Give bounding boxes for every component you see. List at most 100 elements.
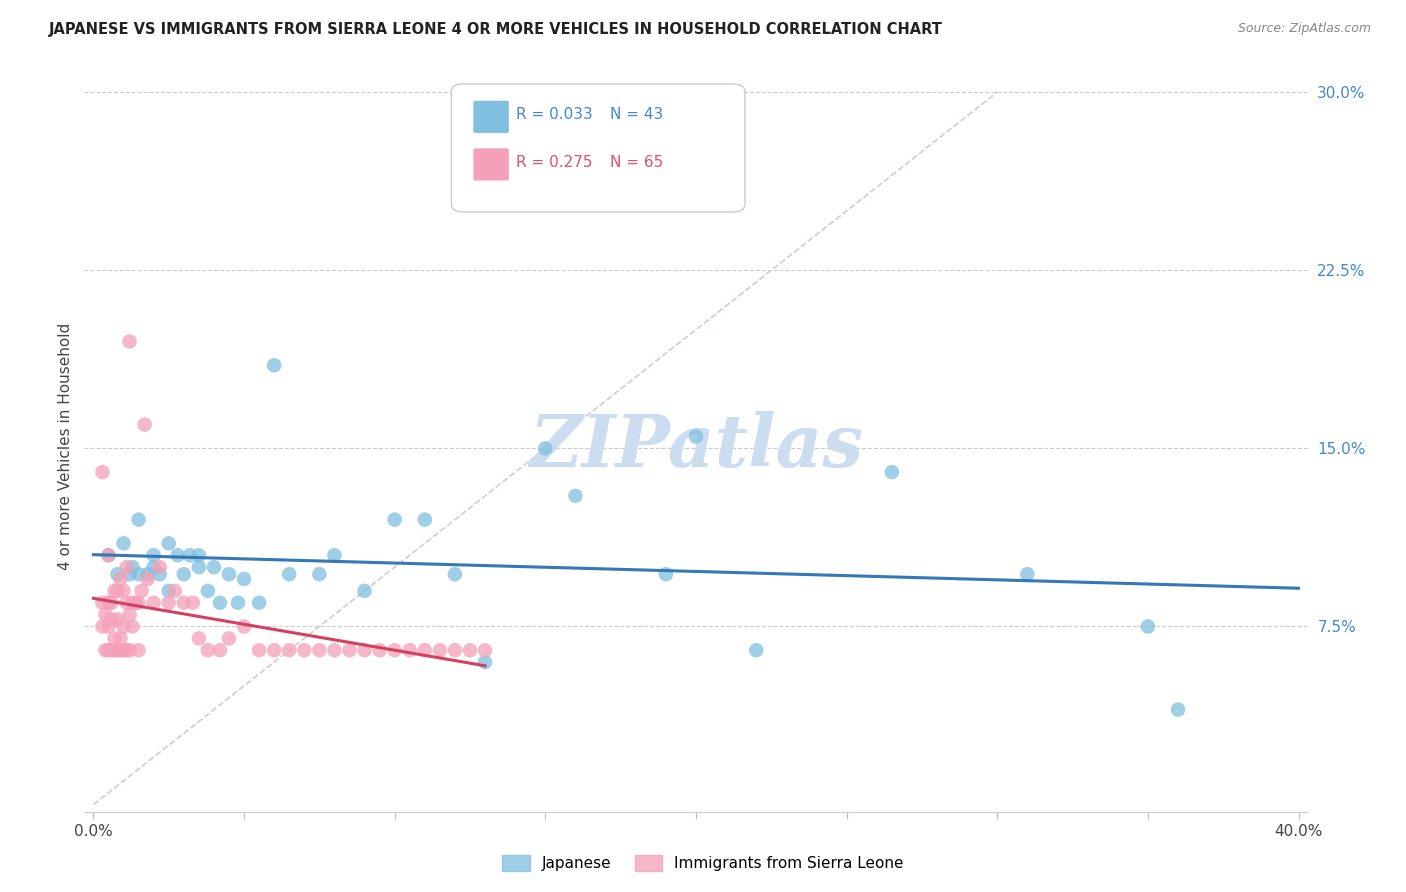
Point	[100, 596, 122, 610]
Point	[197, 643, 219, 657]
Point	[128, 596, 150, 610]
FancyBboxPatch shape	[474, 101, 509, 133]
Point	[157, 536, 180, 550]
Point	[187, 632, 209, 646]
Point	[97, 643, 120, 657]
Point	[247, 596, 270, 610]
Point	[218, 567, 240, 582]
Point	[263, 643, 285, 657]
Point	[115, 643, 138, 657]
Point	[107, 643, 129, 657]
Point	[181, 596, 204, 610]
Point	[208, 596, 231, 610]
FancyBboxPatch shape	[451, 84, 745, 212]
Y-axis label: 4 or more Vehicles in Household: 4 or more Vehicles in Household	[58, 322, 73, 570]
Point	[444, 643, 467, 657]
Point	[429, 643, 451, 657]
Point	[112, 583, 135, 598]
Point	[115, 596, 138, 610]
Point	[323, 643, 346, 657]
Point	[107, 567, 129, 582]
Point	[353, 643, 375, 657]
Point	[107, 583, 129, 598]
Point	[134, 417, 156, 432]
Point	[118, 567, 141, 582]
Text: N = 65: N = 65	[610, 154, 664, 169]
Point	[100, 643, 122, 657]
Point	[384, 643, 406, 657]
Point	[308, 643, 330, 657]
Point	[112, 619, 135, 633]
Point	[308, 567, 330, 582]
Point	[136, 572, 159, 586]
Point	[166, 548, 188, 562]
Point	[278, 567, 301, 582]
Text: R = 0.033: R = 0.033	[516, 107, 593, 122]
Point	[121, 560, 143, 574]
Point	[368, 643, 391, 657]
Point	[292, 643, 315, 657]
Point	[128, 567, 150, 582]
Point	[136, 567, 159, 582]
Point	[202, 560, 225, 574]
Point	[149, 567, 172, 582]
Point	[474, 643, 496, 657]
Point	[384, 513, 406, 527]
Point	[263, 358, 285, 372]
Point	[1136, 619, 1159, 633]
Legend: Japanese, Immigrants from Sierra Leone: Japanese, Immigrants from Sierra Leone	[496, 849, 910, 877]
Point	[208, 643, 231, 657]
Point	[323, 548, 346, 562]
Point	[97, 596, 120, 610]
Point	[97, 548, 120, 562]
Point	[91, 596, 114, 610]
Point	[149, 560, 172, 574]
Point	[685, 429, 707, 443]
Point	[474, 655, 496, 669]
Point	[398, 643, 420, 657]
Point	[112, 643, 135, 657]
Point	[103, 583, 125, 598]
Point	[94, 607, 117, 622]
Point	[880, 465, 903, 479]
Text: N = 43: N = 43	[610, 107, 664, 122]
Point	[110, 572, 132, 586]
Point	[1167, 703, 1189, 717]
Point	[110, 632, 132, 646]
Point	[121, 619, 143, 633]
Point	[94, 643, 117, 657]
Point	[112, 536, 135, 550]
Point	[163, 583, 186, 598]
Point	[128, 513, 150, 527]
Point	[124, 596, 146, 610]
Point	[173, 567, 195, 582]
Text: JAPANESE VS IMMIGRANTS FROM SIERRA LEONE 4 OR MORE VEHICLES IN HOUSEHOLD CORRELA: JAPANESE VS IMMIGRANTS FROM SIERRA LEONE…	[49, 22, 943, 37]
Point	[413, 643, 436, 657]
Point	[103, 643, 125, 657]
Point	[247, 643, 270, 657]
Point	[534, 442, 557, 456]
Point	[278, 643, 301, 657]
Point	[128, 643, 150, 657]
Point	[1017, 567, 1039, 582]
Point	[187, 548, 209, 562]
Point	[226, 596, 249, 610]
Point	[118, 607, 141, 622]
Point	[110, 643, 132, 657]
Point	[100, 612, 122, 626]
Point	[339, 643, 361, 657]
FancyBboxPatch shape	[474, 148, 509, 180]
Point	[187, 560, 209, 574]
Point	[103, 632, 125, 646]
Point	[173, 596, 195, 610]
Point	[142, 596, 165, 610]
Point	[458, 643, 481, 657]
Point	[179, 548, 201, 562]
Point	[97, 548, 120, 562]
Point	[131, 583, 153, 598]
Point	[745, 643, 768, 657]
Point	[444, 567, 467, 582]
Point	[118, 334, 141, 349]
Point	[218, 632, 240, 646]
Point	[107, 612, 129, 626]
